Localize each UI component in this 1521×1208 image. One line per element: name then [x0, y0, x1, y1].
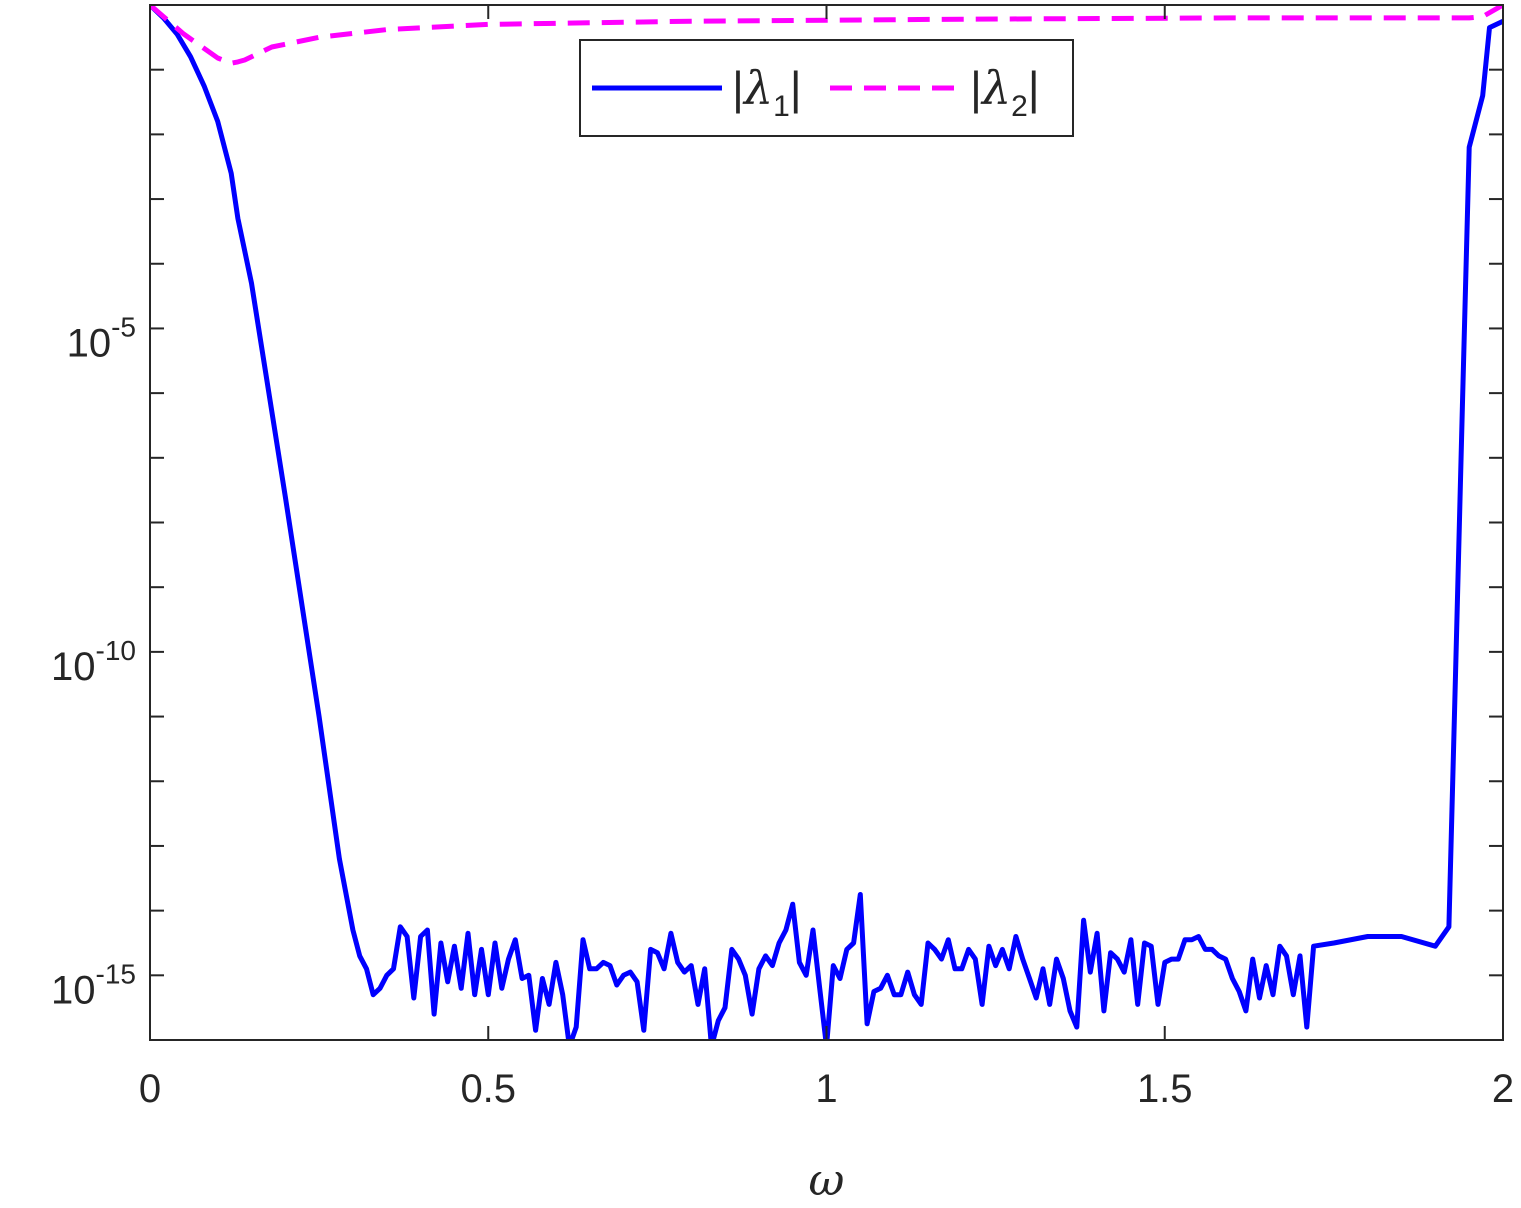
- legend-label-lambda2: |λ2|: [970, 61, 1040, 123]
- legend: |λ1| |λ2|: [579, 39, 1074, 137]
- x-tick-label: 0.5: [460, 1067, 516, 1111]
- plot-area: [150, 5, 1503, 1040]
- x-tick-label: 1.5: [1137, 1067, 1193, 1111]
- axes-box: [149, 4, 1504, 1041]
- legend-label-lambda1: |λ1|: [732, 61, 802, 123]
- axes: 0 0.5 1 1.5 2 10-5 10-10 10-15 ω: [51, 4, 1514, 1206]
- y-tick-label: 10-15: [51, 958, 136, 1012]
- x-tick-label: 2: [1492, 1067, 1514, 1111]
- y-tick-label: 10-10: [51, 635, 136, 689]
- x-tick-label: 1: [815, 1067, 837, 1111]
- series-line-lambda1: [150, 5, 1503, 1040]
- x-axis-label: ω: [809, 1155, 845, 1206]
- y-tick-label: 10-5: [67, 311, 136, 365]
- x-tick-label: 0: [139, 1067, 161, 1111]
